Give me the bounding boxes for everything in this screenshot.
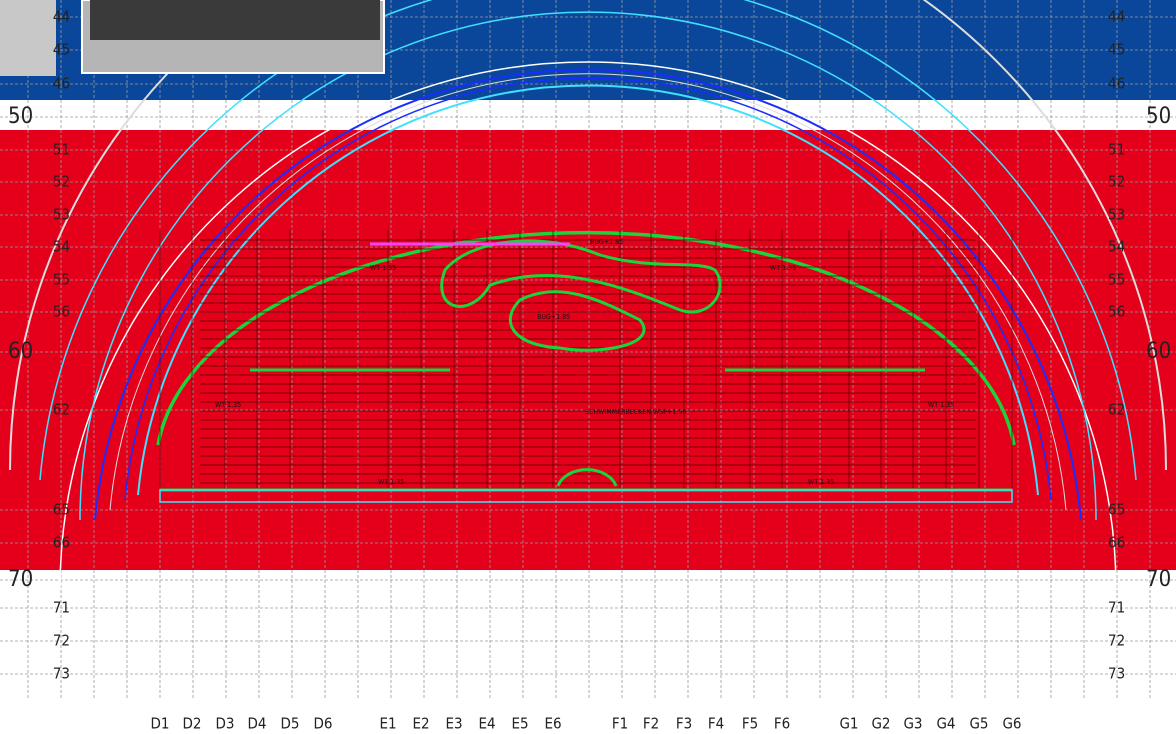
annotation: WT 1.35 xyxy=(808,478,834,486)
row-label: 60 xyxy=(8,339,33,364)
column-label: F5 xyxy=(742,715,758,733)
column-label: F3 xyxy=(676,715,692,733)
row-label: 55 xyxy=(53,271,70,289)
row-label: 50 xyxy=(1146,104,1171,129)
row-label: 56 xyxy=(53,303,70,321)
column-label: G2 xyxy=(871,715,890,733)
row-label: 46 xyxy=(53,75,70,93)
row-label: 51 xyxy=(53,141,70,159)
row-label: 44 xyxy=(1108,8,1125,26)
column-label: D5 xyxy=(281,715,300,733)
row-label: 53 xyxy=(53,206,70,224)
column-label: E5 xyxy=(511,715,528,733)
annotation: BUG+1.85 xyxy=(537,313,570,321)
arena-rings xyxy=(9,0,1167,591)
column-label: D6 xyxy=(314,715,333,733)
row-label: 71 xyxy=(1108,599,1125,617)
column-label: E1 xyxy=(379,715,396,733)
column-label: E6 xyxy=(544,715,561,733)
column-label: G5 xyxy=(969,715,988,733)
row-label: 65 xyxy=(53,501,70,519)
annotation: WT 1.35 xyxy=(215,401,241,409)
column-label: F2 xyxy=(643,715,659,733)
column-label: E2 xyxy=(412,715,429,733)
row-label: 73 xyxy=(1108,665,1125,683)
pool-edge xyxy=(159,489,1013,503)
column-label: D3 xyxy=(216,715,235,733)
row-label: 66 xyxy=(1108,534,1125,552)
row-label: 52 xyxy=(1108,173,1125,191)
row-label: 65 xyxy=(1108,501,1125,519)
row-label: 62 xyxy=(53,401,70,419)
row-label: 54 xyxy=(1108,238,1125,256)
row-label: 54 xyxy=(53,238,70,256)
pool-lanes xyxy=(159,230,1013,488)
annotation: BUG+1.85 xyxy=(590,238,623,246)
row-label: 72 xyxy=(53,632,70,650)
column-label: D2 xyxy=(183,715,202,733)
row-label: 52 xyxy=(53,173,70,191)
annotation: WT 1.35 xyxy=(370,264,396,272)
row-label: 53 xyxy=(1108,206,1125,224)
row-label: 50 xyxy=(8,104,33,129)
column-label: E3 xyxy=(445,715,462,733)
column-label: F4 xyxy=(708,715,724,733)
row-label: 71 xyxy=(53,599,70,617)
row-label: 45 xyxy=(53,41,70,59)
row-label: 51 xyxy=(1108,141,1125,159)
pool-features xyxy=(160,239,1012,492)
row-label: 55 xyxy=(1108,271,1125,289)
row-label: 45 xyxy=(1108,41,1125,59)
row-label: 44 xyxy=(53,8,70,26)
column-label: G3 xyxy=(903,715,922,733)
column-label: G1 xyxy=(839,715,858,733)
annotation: WT 1.35 xyxy=(378,478,404,486)
row-label: 73 xyxy=(53,665,70,683)
row-label: 56 xyxy=(1108,303,1125,321)
annotation: WT 1.35 xyxy=(928,401,954,409)
row-label: 60 xyxy=(1146,339,1171,364)
column-label: G4 xyxy=(936,715,955,733)
row-label: 62 xyxy=(1108,401,1125,419)
annotation: SCHWIMMERBECKEN WSP+1.50 xyxy=(585,408,686,416)
row-label: 66 xyxy=(53,534,70,552)
photo xyxy=(0,0,385,76)
column-label: E4 xyxy=(478,715,495,733)
column-label: F6 xyxy=(774,715,790,733)
column-label: D1 xyxy=(151,715,170,733)
column-label: D4 xyxy=(248,715,267,733)
annotation: WT 1.35 xyxy=(770,264,796,272)
row-label: 70 xyxy=(8,567,33,592)
row-label: 72 xyxy=(1108,632,1125,650)
column-label: F1 xyxy=(612,715,628,733)
row-label: 46 xyxy=(1108,75,1125,93)
row-label: 70 xyxy=(1146,567,1171,592)
column-label: G6 xyxy=(1002,715,1021,733)
